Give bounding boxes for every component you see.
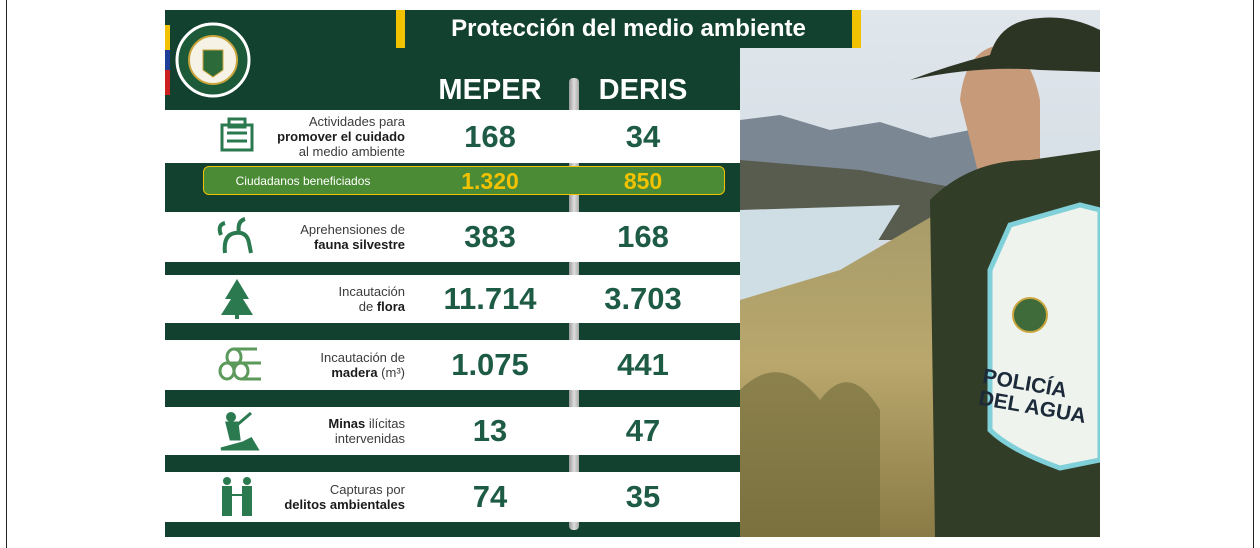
photo: POLICÍA DEL AGUA: [740, 10, 1100, 537]
frame: [6, 0, 7, 548]
row-value: 3.703: [568, 281, 718, 317]
row-value: 383: [415, 219, 565, 255]
row-value: 47: [568, 413, 718, 449]
label-line: madera (m³): [205, 365, 405, 380]
label-line: Capturas por: [205, 482, 405, 497]
label-line: fauna silvestre: [205, 237, 405, 252]
label-text: madera: [331, 365, 377, 380]
row-value: 11.714: [415, 281, 565, 317]
highlight-value: 850: [568, 168, 718, 195]
label-line: Minas ilícitas: [205, 416, 405, 431]
row-value: 35: [568, 479, 718, 515]
label-line: delitos ambientales: [205, 497, 405, 512]
label-text: (m³): [378, 365, 405, 380]
label-text: Capturas por: [330, 482, 405, 497]
column-header: DERIS: [568, 74, 718, 107]
label-text: de: [359, 299, 377, 314]
label-line: Actividades para: [205, 114, 405, 129]
label-text: Incautación: [339, 284, 406, 299]
label-line: de flora: [205, 299, 405, 314]
logo: [165, 15, 265, 105]
label-text: ilícitas: [365, 416, 405, 431]
label-text: intervenidas: [335, 431, 405, 446]
column-header: MEPER: [415, 74, 565, 107]
label-text: fauna silvestre: [314, 237, 405, 252]
row-value: 1.075: [415, 347, 565, 383]
label-text: delitos ambientales: [284, 497, 405, 512]
row-value: 13: [415, 413, 565, 449]
title: Protección del medio ambiente: [396, 10, 861, 48]
label-line: al medio ambiente: [205, 144, 405, 159]
label-line: intervenidas: [205, 431, 405, 446]
row-value: 34: [568, 119, 718, 155]
label-text: Incautación de: [320, 350, 405, 365]
label-line: Aprehensiones de: [205, 222, 405, 237]
label-line: Incautación de: [205, 350, 405, 365]
highlight-label: Ciudadanos beneficiados: [203, 174, 403, 188]
label-text: Aprehensiones de: [300, 222, 405, 237]
highlight-value: 1.320: [415, 168, 565, 195]
row-value: 74: [415, 479, 565, 515]
label-text: flora: [377, 299, 405, 314]
row-value: 168: [568, 219, 718, 255]
row-value: 441: [568, 347, 718, 383]
label-text: Minas: [328, 416, 365, 431]
frame: [1253, 0, 1254, 548]
label-line: Incautación: [205, 284, 405, 299]
label-text: Actividades para: [309, 114, 405, 129]
photo-scene: [740, 10, 1100, 537]
row-value: 168: [415, 119, 565, 155]
label-text: promover el cuidado: [277, 129, 405, 144]
label-text: al medio ambiente: [299, 144, 405, 159]
page: {"title": "Protección del medio ambiente…: [0, 0, 1260, 548]
label-line: promover el cuidado: [205, 129, 405, 144]
